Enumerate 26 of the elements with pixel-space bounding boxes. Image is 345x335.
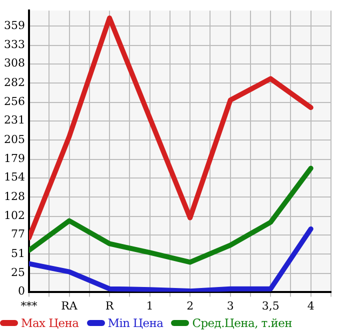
x-tick-label: 3 xyxy=(226,299,234,312)
legend-label: Сред.Цена, т.йен xyxy=(192,316,292,330)
y-tick-label: 359 xyxy=(4,19,25,32)
y-tick-label: 308 xyxy=(4,56,25,70)
x-tick-label: *** xyxy=(20,299,38,312)
x-tick-label: 1 xyxy=(146,299,154,312)
x-tick-label: 4 xyxy=(307,299,314,312)
x-tick-label: RA xyxy=(61,299,78,312)
y-tick-label: 102 xyxy=(4,209,25,222)
y-tick-label: 51 xyxy=(10,246,25,260)
y-tick-label: 231 xyxy=(4,114,25,127)
y-tick-label: 205 xyxy=(4,132,25,146)
legend-label: Min Цена xyxy=(108,316,164,330)
x-tick-label: 3,5 xyxy=(262,299,280,312)
y-tick-label: 256 xyxy=(4,95,25,108)
legend-label: Max Цена xyxy=(21,316,79,330)
y-tick-label: 179 xyxy=(4,152,25,166)
y-tick-label: 128 xyxy=(4,190,25,203)
y-tick-label: 154 xyxy=(4,170,25,184)
y-tick-label: 25 xyxy=(10,266,25,280)
x-tick-label: R xyxy=(105,299,114,312)
y-tick-label: 282 xyxy=(4,76,25,89)
y-tick-label: 77 xyxy=(10,228,25,241)
y-tick-label: 333 xyxy=(4,38,25,52)
x-tick-label: 2 xyxy=(186,299,194,312)
y-tick-label: 0 xyxy=(18,284,25,298)
